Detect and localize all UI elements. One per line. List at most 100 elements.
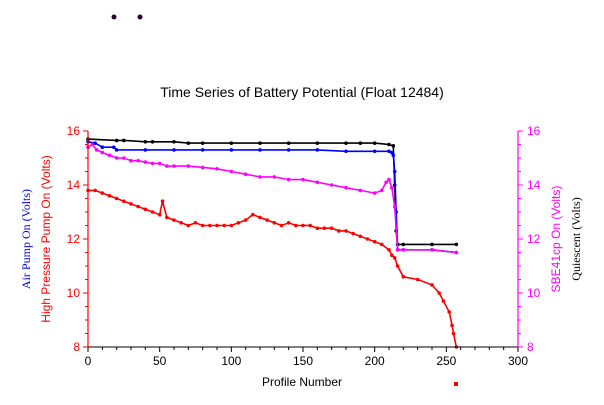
data-point-high-pressure-pump [380, 242, 384, 247]
data-point-air-pump [172, 148, 176, 152]
top-marker-dot [137, 14, 143, 20]
data-point-high-pressure-pump [415, 277, 420, 282]
data-point-high-pressure-pump [136, 204, 140, 209]
x-tick-label: 0 [85, 354, 92, 368]
data-point-high-pressure-pump [451, 331, 456, 336]
x-tick-label: 100 [221, 354, 241, 368]
data-point-air-pump [315, 148, 320, 152]
data-point-high-pressure-pump [122, 199, 126, 203]
data-point-sbe41cp [172, 164, 176, 168]
right-y-tick-label: 8 [527, 340, 534, 354]
data-point-sbe41cp [229, 169, 234, 174]
data-point-sbe41cp [107, 153, 112, 158]
data-point-air-pump [143, 148, 148, 152]
data-point-high-pressure-pump [447, 310, 452, 314]
left-y-tick-label: 8 [73, 340, 80, 354]
data-point-high-pressure-pump [193, 221, 198, 225]
data-point-high-pressure-pump [390, 253, 394, 257]
data-point-sbe41cp [143, 160, 148, 164]
x-tick-label: 250 [436, 354, 456, 368]
data-point-sbe41cp [372, 191, 377, 195]
stray-marker [454, 382, 458, 386]
data-point-air-pump [100, 145, 105, 149]
data-point-sbe41cp [430, 248, 434, 252]
data-point-quiescent [401, 242, 406, 247]
data-point-sbe41cp [165, 164, 169, 168]
data-point-sbe41cp [380, 188, 384, 193]
data-point-quiescent [358, 141, 363, 145]
data-point-quiescent [344, 141, 348, 145]
data-point-high-pressure-pump [236, 221, 241, 225]
data-point-sbe41cp [272, 175, 277, 179]
right-y-tick-label: 12 [527, 232, 541, 246]
data-point-high-pressure-pump [279, 223, 284, 228]
data-point-high-pressure-pump [100, 191, 105, 195]
data-point-sbe41cp [358, 188, 363, 193]
data-point-sbe41cp [94, 148, 99, 152]
data-point-high-pressure-pump [129, 202, 133, 206]
data-point-high-pressure-pump [294, 223, 298, 228]
data-point-high-pressure-pump [215, 223, 219, 228]
data-point-sbe41cp [114, 156, 119, 160]
left-y-tick-label: 16 [67, 124, 81, 138]
data-point-sbe41cp [384, 180, 388, 185]
data-point-high-pressure-pump [430, 283, 434, 287]
data-point-sbe41cp [122, 156, 126, 160]
x-axis-label: Profile Number [262, 375, 342, 389]
data-point-high-pressure-pump [208, 223, 212, 228]
data-point-sbe41cp [129, 158, 133, 163]
data-point-sbe41cp [150, 161, 155, 166]
data-point-sbe41cp [186, 164, 191, 168]
data-point-high-pressure-pump [441, 299, 446, 303]
data-point-quiescent [286, 141, 291, 145]
data-point-high-pressure-pump [392, 256, 397, 260]
data-point-sbe41cp [329, 183, 334, 187]
data-point-air-pump [200, 148, 205, 152]
data-point-high-pressure-pump [387, 248, 391, 252]
data-point-air-pump [392, 169, 397, 174]
data-point-high-pressure-pump [308, 223, 312, 228]
data-point-high-pressure-pump [437, 291, 441, 295]
data-point-sbe41cp [344, 185, 348, 190]
data-point-high-pressure-pump [165, 215, 169, 220]
left-y-tick-label: 12 [67, 232, 81, 246]
data-point-air-pump [391, 153, 396, 158]
data-point-sbe41cp [136, 158, 140, 163]
data-point-high-pressure-pump [93, 188, 97, 193]
data-point-air-pump [372, 149, 377, 154]
data-point-quiescent [372, 141, 377, 145]
data-point-sbe41cp [315, 180, 320, 185]
data-point-sbe41cp [157, 161, 162, 166]
data-point-air-pump [286, 148, 291, 152]
data-point-quiescent [454, 242, 459, 247]
data-point-high-pressure-pump [351, 231, 355, 236]
data-point-quiescent [315, 141, 320, 145]
data-point-high-pressure-pump [107, 194, 112, 198]
data-point-quiescent [150, 140, 155, 144]
chart-title: Time Series of Battery Potential (Float … [160, 84, 444, 100]
data-point-high-pressure-pump [401, 275, 406, 279]
y-axis-label-high-pressure-pump: High Pressure Pump On (Volts) [39, 155, 53, 322]
left-y-tick-label: 10 [67, 286, 81, 300]
data-point-air-pump [387, 149, 391, 154]
data-point-quiescent [391, 144, 396, 148]
data-point-quiescent [200, 141, 205, 145]
x-tick-label: 150 [293, 354, 313, 368]
data-point-sbe41cp [258, 175, 262, 179]
data-point-sbe41cp [392, 204, 397, 209]
series-layer [86, 137, 459, 349]
data-point-quiescent [430, 242, 434, 247]
data-point-sbe41cp [200, 165, 205, 170]
x-tick-label: 300 [508, 354, 528, 368]
data-point-sbe41cp [301, 177, 305, 182]
y-axis-label-quiescent: Quiescent (Volts) [569, 197, 583, 280]
right-y-tick-label: 10 [527, 286, 541, 300]
data-point-high-pressure-pump [157, 212, 162, 217]
data-point-sbe41cp [286, 177, 291, 182]
data-point-high-pressure-pump [186, 223, 191, 228]
data-point-high-pressure-pump [372, 239, 377, 244]
data-point-sbe41cp [100, 150, 105, 155]
data-point-high-pressure-pump [344, 229, 348, 233]
data-point-quiescent [387, 142, 391, 147]
